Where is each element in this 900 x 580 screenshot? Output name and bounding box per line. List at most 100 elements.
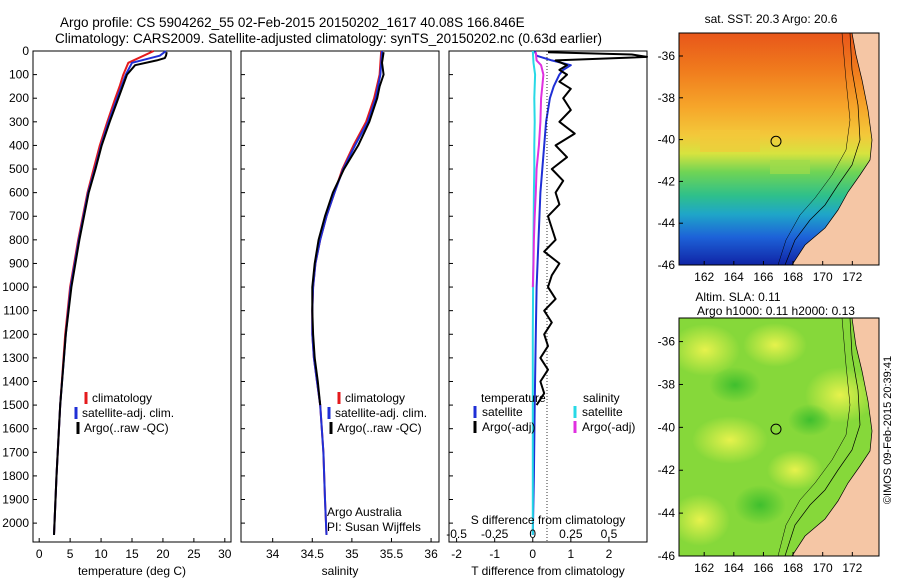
depth-tick-label: 1000 — [2, 280, 29, 294]
sla-map — [679, 317, 879, 556]
legend-label-satellite-sal: satellite-adj. clim. — [335, 406, 427, 420]
temperature-legend: climatology satellite-adj. clim. Argo(..… — [74, 391, 174, 435]
series-line-1 — [535, 51, 648, 406]
land-mass — [791, 33, 879, 265]
series-line-1 — [311, 50, 383, 535]
legend-label-argo: Argo(..raw -QC) — [84, 421, 169, 435]
sla-high — [692, 416, 768, 464]
sla-low — [734, 485, 786, 525]
isobath-line — [777, 317, 851, 556]
map-y-tick-label: -46 — [658, 258, 676, 272]
map-x-tick-label: 162 — [694, 561, 714, 575]
map-y-tick-label: -42 — [658, 174, 676, 188]
depth-axis: 0 100 200 300 400 500 600 700 800 900 1000 1100 1200… — [2, 44, 453, 530]
sst-patch — [700, 130, 760, 152]
map-y-tick-label: -38 — [658, 377, 676, 391]
x-tick-label: 25 — [187, 547, 201, 561]
map-y-tick-label: -38 — [658, 91, 676, 105]
sla-high — [679, 324, 740, 376]
x-tick-label: 15 — [125, 547, 139, 561]
depth-tick-label: 500 — [9, 162, 29, 176]
legend-label-sal-argo: Argo(-adj) — [582, 420, 635, 434]
legend-label-temp-argo: Argo(-adj) — [482, 420, 535, 434]
legend-head-temperature: temperature — [481, 391, 546, 405]
series-line-2 — [53, 52, 168, 535]
temperature-xlabel: temperature (deg C) — [78, 564, 186, 578]
top-tick-label: 0 — [529, 527, 536, 541]
x-tick-label: 34.5 — [301, 547, 325, 561]
depth-tick-label: 1900 — [2, 493, 29, 507]
sst-map — [679, 33, 879, 265]
salinity-panel-frame — [240, 50, 440, 543]
map-x-tick-label: 164 — [724, 561, 744, 575]
x-tick-label: 34 — [266, 547, 280, 561]
depth-tick-label: 1800 — [2, 469, 29, 483]
x-tick-label: 2 — [606, 547, 613, 561]
depth-tick-label: 1100 — [3, 304, 29, 318]
temperature-panel: 0 5 10 15 20 25 30 — [36, 50, 232, 561]
depth-tick-label: 1400 — [2, 374, 29, 388]
credit-pi: PI: Susan Wijffels — [327, 520, 421, 534]
isobath-line — [784, 33, 861, 265]
map-x-tick-label: 168 — [783, 561, 803, 575]
map-y-tick-label: -46 — [658, 549, 676, 563]
series-line-3 — [531, 52, 545, 288]
sst-patch — [770, 160, 810, 174]
top-tick-label: 0.5 — [601, 527, 618, 541]
land-mass — [791, 317, 879, 556]
imos-timestamp: ©IMOS 09-Feb-2015 20:39:41 — [882, 356, 894, 504]
x-tick-label: 0 — [36, 547, 43, 561]
top-tick-label: 0.25 — [559, 527, 583, 541]
difference-panel-frame — [448, 50, 648, 543]
figure-subtitle: Climatology: CARS2009. Satellite-adjuste… — [55, 31, 602, 46]
map-y-tick-label: -40 — [658, 133, 676, 147]
depth-tick-label: 700 — [9, 209, 29, 223]
series-line-0 — [311, 50, 383, 535]
sla-high — [679, 494, 730, 546]
depth-tick-label: 900 — [9, 256, 29, 270]
legend-head-salinity: salinity — [583, 391, 620, 405]
sla-high — [767, 450, 823, 490]
map-x-tick-label: 170 — [813, 270, 833, 284]
depth-tick-label: 1200 — [2, 327, 29, 341]
x-tick-label: 36 — [424, 547, 438, 561]
salinity-legend: climatology satellite-adj. clim. Argo(..… — [327, 391, 427, 534]
difference-panel: -2 -1 0 1 2 — [451, 50, 648, 561]
map-y-tick-label: -44 — [658, 216, 676, 230]
depth-tick-label: 100 — [9, 68, 29, 82]
figure-title: Argo profile: CS 5904262_55 02-Feb-2015 … — [60, 15, 525, 30]
sla-map-ticks: 162 164 166 168 170 172 -36 -38 -40 -42 -44 -46 — [658, 335, 863, 575]
argo-location-marker — [770, 135, 782, 147]
depth-tick-label: 400 — [9, 138, 29, 152]
map-x-tick-label: 172 — [842, 561, 862, 575]
series-line-0 — [531, 50, 572, 535]
map-x-tick-label: 164 — [724, 270, 744, 284]
depth-tick-label: 1300 — [2, 351, 29, 365]
map-x-tick-label: 166 — [753, 561, 773, 575]
map-x-tick-label: 168 — [783, 270, 803, 284]
map-y-tick-label: -36 — [658, 49, 676, 63]
map-x-tick-label: 172 — [842, 270, 862, 284]
map-x-tick-label: 166 — [753, 270, 773, 284]
credit-org: Argo Australia — [327, 505, 402, 519]
difference-legend: temperature satellite Argo(-adj) salinit… — [473, 391, 635, 434]
x-tick-label: 5 — [67, 547, 74, 561]
sst-map-ticks: 162 164 166 168 170 172 -36 -38 -40 -42 -44 -46 — [658, 49, 863, 284]
sla-low — [709, 367, 761, 403]
x-tick-label: 0 — [529, 547, 536, 561]
legend-label-argo-sal: Argo(..raw -QC) — [337, 421, 422, 435]
legend-label-temp-satellite: satellite — [482, 405, 523, 419]
depth-tick-label: 0 — [22, 44, 29, 58]
sla-low — [788, 404, 832, 436]
x-tick-label: -1 — [489, 547, 500, 561]
sla-map-title-1: Altim. SLA: 0.11 — [695, 290, 780, 304]
x-tick-label: 1 — [568, 547, 575, 561]
salinity-panel: 34 34.5 35 35.5 36 — [266, 50, 438, 561]
map-y-tick-label: -44 — [658, 506, 676, 520]
series-line-2 — [311, 52, 385, 406]
legend-label-satellite: satellite-adj. clim. — [82, 406, 174, 420]
legend-label-climatology: climatology — [92, 391, 152, 405]
x-tick-label: 30 — [218, 547, 232, 561]
depth-tick-label: 1500 — [2, 398, 29, 412]
